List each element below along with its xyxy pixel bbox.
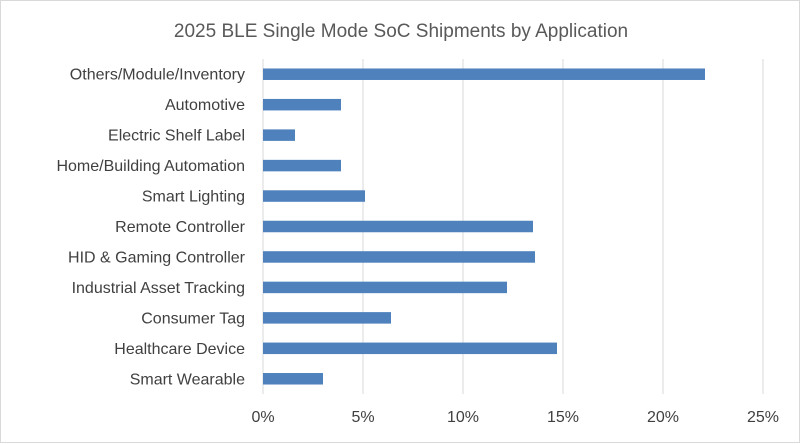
bar	[263, 190, 365, 202]
x-tick-label: 15%	[547, 409, 579, 426]
x-tick-label: 0%	[251, 409, 274, 426]
chart-title: 2025 BLE Single Mode SoC Shipments by Ap…	[174, 21, 628, 42]
bar	[263, 251, 535, 263]
category-label: Smart Wearable	[130, 371, 245, 388]
bars	[263, 68, 705, 385]
bar	[263, 220, 533, 233]
category-label: Healthcare Device	[114, 341, 245, 358]
bar	[263, 312, 391, 324]
bar	[263, 68, 705, 80]
bar	[263, 159, 341, 172]
category-label: Industrial Asset Tracking	[72, 280, 245, 297]
category-label: Automotive	[165, 97, 245, 114]
category-label: HID & Gaming Controller	[68, 249, 246, 266]
category-labels: Others/Module/Inventory Automotive Electri…	[56, 67, 245, 389]
x-tick-label: 5%	[351, 409, 374, 426]
bar	[263, 342, 557, 355]
bar	[263, 129, 295, 141]
category-label: Home/Building Automation	[56, 158, 245, 175]
x-tick-label: 10%	[447, 409, 479, 426]
bar	[263, 281, 507, 294]
category-label: Others/Module/Inventory	[70, 67, 245, 84]
x-tick-label: 20%	[647, 409, 679, 426]
category-label: Smart Lighting	[142, 189, 245, 206]
bar	[263, 373, 323, 385]
x-tick-label: 25%	[747, 409, 779, 426]
category-label: Consumer Tag	[141, 310, 245, 327]
bar	[263, 98, 341, 111]
category-label: Electric Shelf Label	[108, 128, 245, 145]
x-tick-labels: 0% 5% 10% 15% 20% 25%	[251, 409, 779, 426]
category-label: Remote Controller	[115, 219, 246, 236]
